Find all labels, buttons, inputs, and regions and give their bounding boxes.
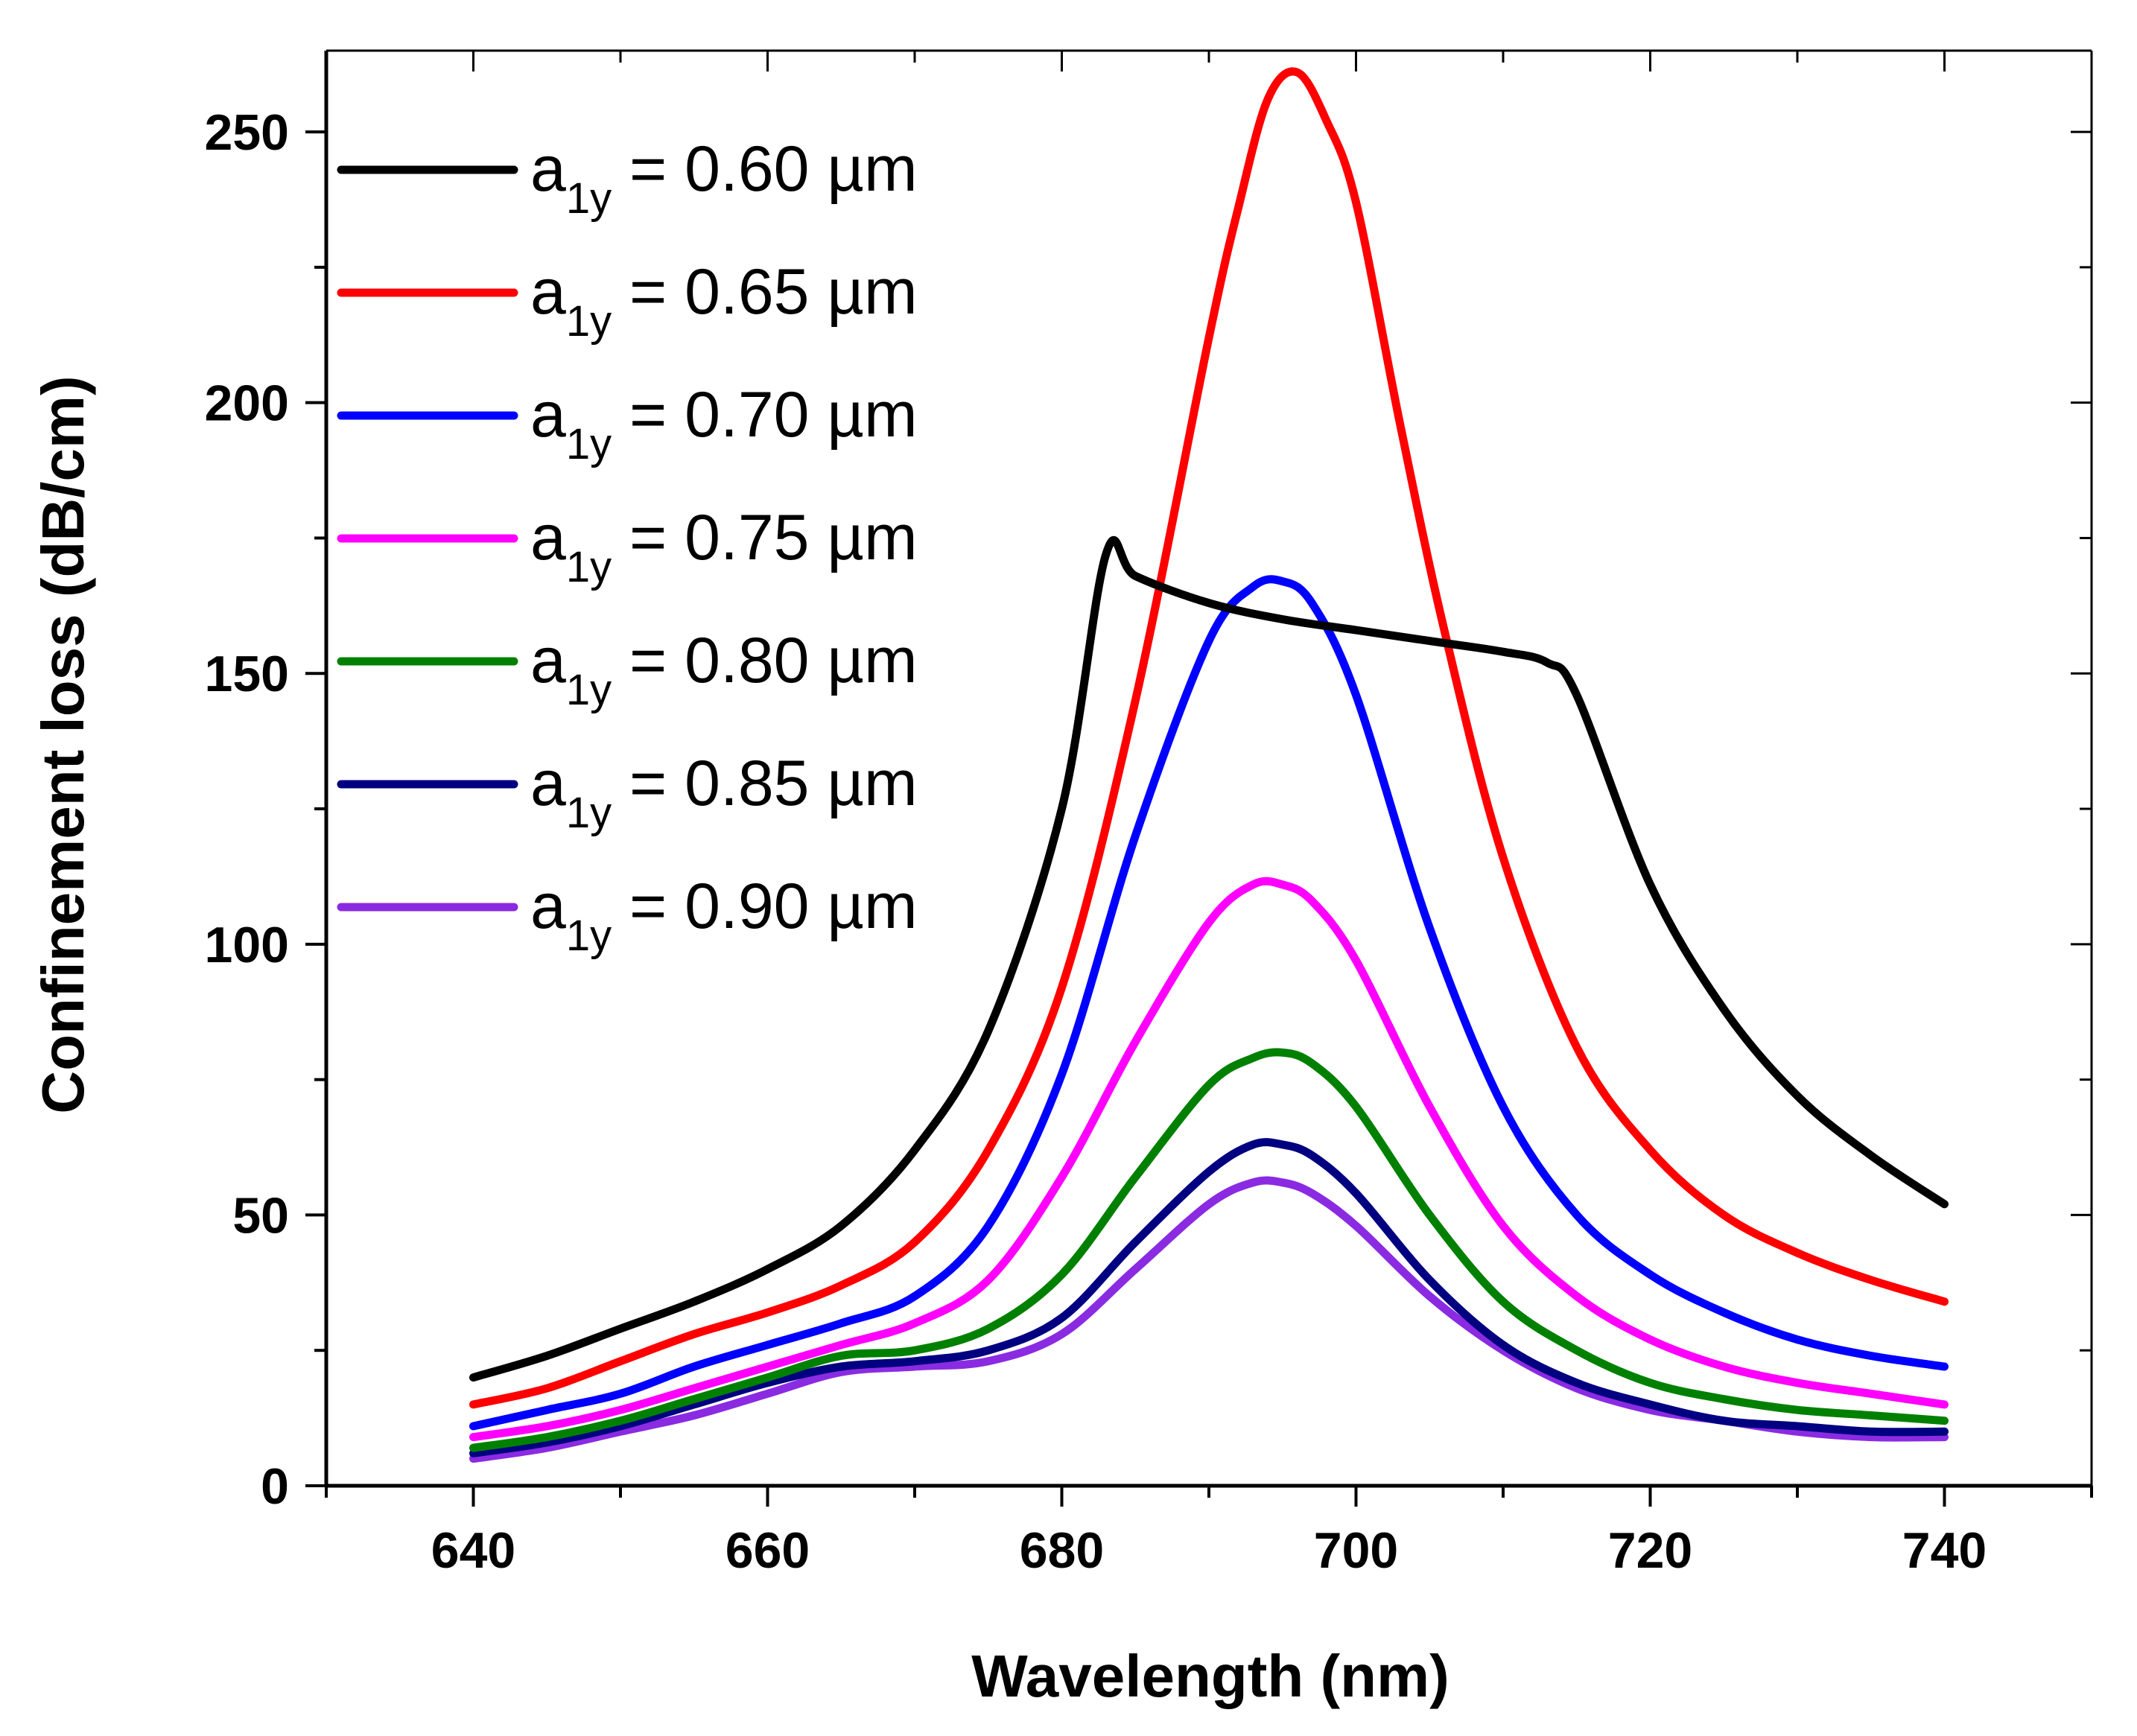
y-tick-label: 100 (205, 917, 289, 973)
series-line (469, 1176, 1949, 1463)
legend-label: a1y = 0.70 µm (530, 379, 918, 468)
legend-label: a1y = 0.65 µm (530, 256, 918, 346)
series-line (469, 1138, 1949, 1457)
x-tick-label: 660 (725, 1522, 810, 1579)
series-line (469, 575, 1949, 1431)
series-line (469, 877, 1949, 1442)
legend-label: a1y = 0.75 µm (530, 502, 918, 591)
axes: 640 660 680 700 720 740 0 50 100 150 200 250 (205, 49, 2093, 1579)
y-tick-label: 200 (205, 375, 289, 432)
series-line (469, 1048, 1949, 1452)
y-tick-label: 150 (205, 646, 289, 702)
y-tick-label: 0 (261, 1458, 289, 1515)
legend: a1y = 0.60 µm a1y = 0.65 µm a1y = 0.70 µm a… (337, 133, 918, 960)
legend-label: a1y = 0.90 µm (530, 871, 918, 960)
legend-label: a1y = 0.85 µm (530, 748, 918, 837)
y-tick-label: 250 (205, 104, 289, 161)
x-axis-title: Wavelength (nm) (971, 1643, 1449, 1709)
y-tick-label: 50 (232, 1187, 289, 1244)
x-tick-label: 720 (1608, 1522, 1692, 1579)
y-axis-title: Confinement loss (dB/cm) (30, 375, 96, 1113)
x-tick-label: 680 (1020, 1522, 1104, 1579)
series-line (469, 67, 1949, 1409)
series-lines (469, 67, 1949, 1463)
series-line (469, 536, 1949, 1382)
x-tick-label: 700 (1314, 1522, 1398, 1579)
legend-label: a1y = 0.80 µm (530, 625, 918, 714)
legend-label: a1y = 0.60 µm (530, 133, 918, 223)
x-tick-label: 740 (1902, 1522, 1987, 1579)
x-tick-label: 640 (431, 1522, 515, 1579)
